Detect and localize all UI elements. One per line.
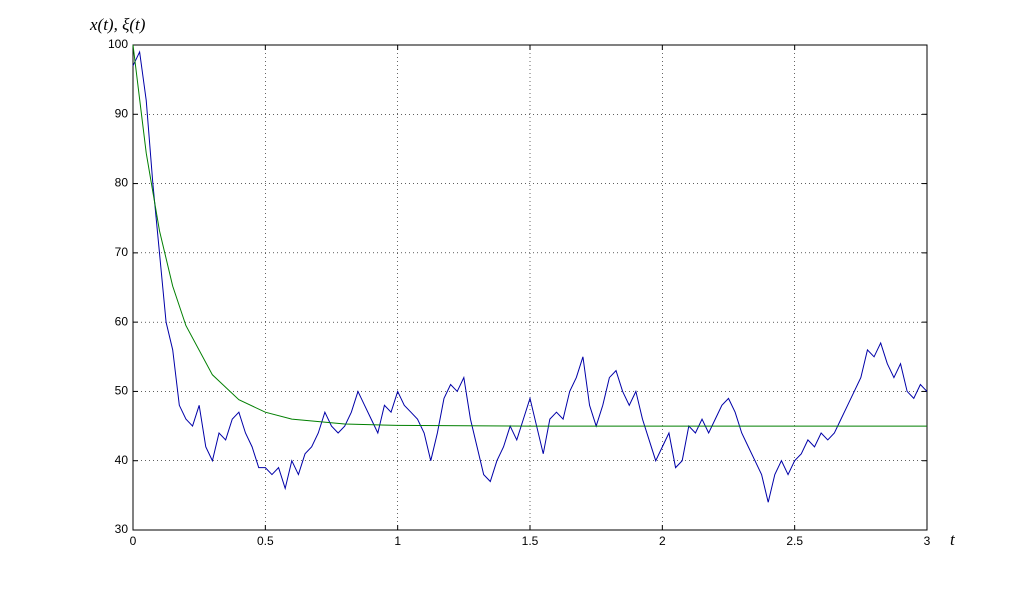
x-tick-label: 2.5 bbox=[786, 534, 803, 548]
y-tick-label: 80 bbox=[115, 176, 129, 190]
y-tick-label: 70 bbox=[115, 245, 129, 259]
x-tick-label: 0.5 bbox=[257, 534, 274, 548]
x-tick-label: 1.5 bbox=[522, 534, 539, 548]
y-tick-label: 40 bbox=[115, 453, 129, 467]
y-tick-label: 100 bbox=[108, 37, 128, 51]
y-tick-label: 30 bbox=[115, 522, 129, 536]
series-line bbox=[132, 44, 927, 427]
axes-box bbox=[132, 44, 928, 531]
y-tick-label: 60 bbox=[115, 314, 129, 328]
x-tick-label: 2 bbox=[659, 534, 666, 548]
y-axis-label: x(t), ξ(t) bbox=[89, 15, 146, 34]
series-line bbox=[132, 50, 928, 503]
x-tick-label: 1 bbox=[394, 534, 401, 548]
x-tick-label: 0 bbox=[130, 534, 137, 548]
y-tick-label: 50 bbox=[115, 384, 129, 398]
x-tick-label: 3 bbox=[924, 534, 931, 548]
y-tick-label: 90 bbox=[115, 106, 129, 120]
x-axis-label: t bbox=[950, 530, 956, 549]
